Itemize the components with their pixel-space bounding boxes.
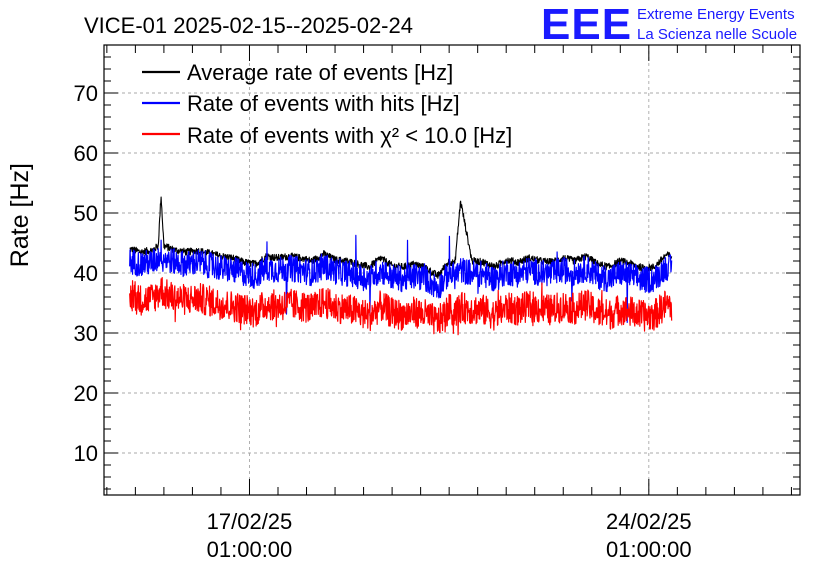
x-axis: 17/02/25 01:00:00 24/02/25 01:00:00 — [207, 509, 692, 562]
y-axis: 10 20 30 40 50 60 70 — [74, 81, 98, 466]
legend-entry-hits: Rate of events with hits [Hz] — [142, 91, 460, 116]
y-tick-label: 70 — [74, 81, 98, 106]
y-tick-label: 40 — [74, 261, 98, 286]
eee-logo-letters: EEE — [541, 0, 632, 49]
eee-logo: EEE Extreme Energy Events La Scienza nel… — [541, 0, 797, 49]
series-line-1 — [129, 234, 673, 323]
eee-logo-line1: Extreme Energy Events — [637, 6, 795, 23]
legend: Average rate of events [Hz] Rate of even… — [142, 60, 512, 148]
legend-label-hits: Rate of events with hits [Hz] — [187, 91, 460, 116]
eee-logo-line2: La Scienza nelle Scuole — [637, 26, 797, 43]
series-layer — [129, 196, 673, 336]
y-tick-label: 10 — [74, 441, 98, 466]
series-line-2 — [129, 277, 673, 336]
legend-entry-chi2: Rate of events with χ² < 10.0 [Hz] — [142, 123, 512, 148]
x-tick-date: 24/02/25 — [606, 509, 692, 534]
y-tick-label: 60 — [74, 141, 98, 166]
plot-border — [103, 44, 801, 496]
y-tick-label: 50 — [74, 201, 98, 226]
plot-frame — [103, 44, 801, 496]
y-tick-label: 20 — [74, 381, 98, 406]
y-tick-label: 30 — [74, 321, 98, 346]
legend-label-chi2: Rate of events with χ² < 10.0 [Hz] — [187, 123, 512, 148]
legend-entry-average: Average rate of events [Hz] — [142, 60, 453, 85]
y-axis-title: Rate [Hz] — [6, 163, 34, 267]
x-tick-time: 01:00:00 — [207, 537, 293, 562]
x-tick-time: 01:00:00 — [606, 537, 692, 562]
chart-title: VICE-01 2025-02-15--2025-02-24 — [84, 13, 413, 38]
legend-label-average: Average rate of events [Hz] — [187, 60, 453, 85]
x-tick-date: 17/02/25 — [207, 509, 293, 534]
